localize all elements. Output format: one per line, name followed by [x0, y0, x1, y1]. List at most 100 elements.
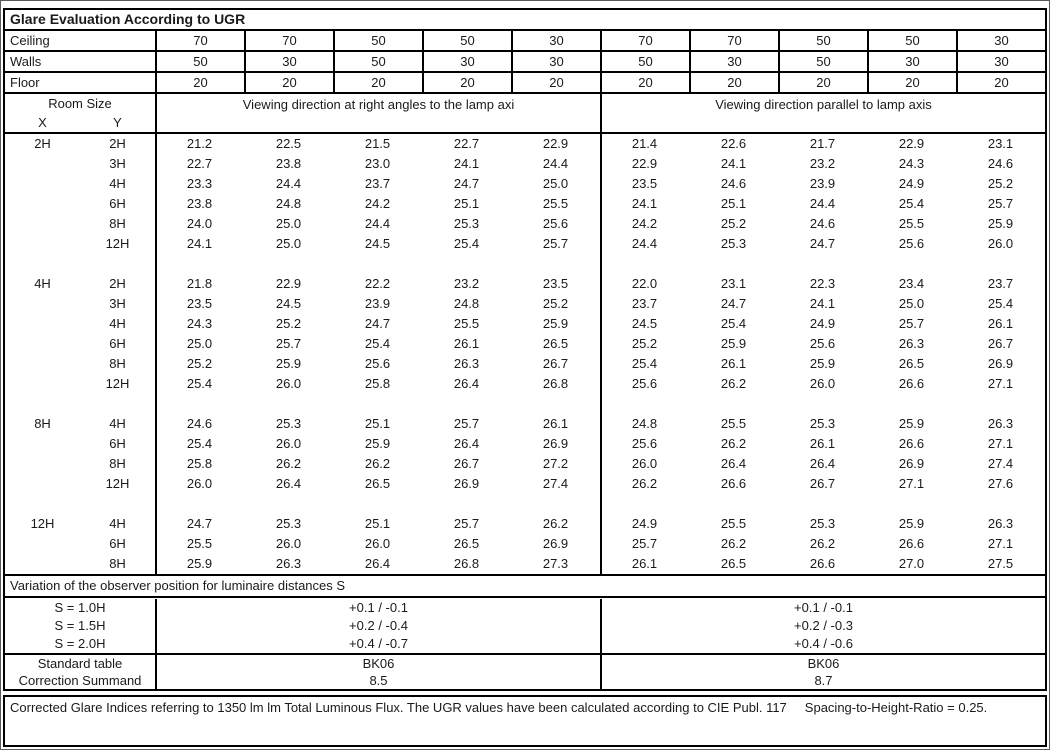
summary-row: Correction Summand 8.5 8.7 — [5, 672, 1045, 689]
ugr-value: 25.3 — [453, 216, 480, 231]
ugr-value: 26.9 — [542, 436, 569, 451]
ugr-value: 21.7 — [809, 136, 836, 151]
ugr-data-row: 3H 23.5 24.5 23.9 24.8 25.2 23.7 24.7 24.1 25.0 25… — [5, 294, 1045, 314]
ugr-value: 23.1 — [987, 136, 1014, 151]
ugr-value: 25.2 — [987, 176, 1014, 191]
reflectance-value: 20 — [956, 73, 1045, 92]
ugr-value: 24.1 — [720, 156, 747, 171]
ugr-value: 22.5 — [275, 136, 302, 151]
ugr-value: 27.1 — [987, 376, 1014, 391]
room-y-value: 6H — [109, 436, 126, 451]
reflectance-value: 70 — [155, 31, 244, 50]
reflectance-value: 30 — [511, 31, 600, 50]
ugr-value: 25.4 — [186, 436, 213, 451]
room-y-value: 8H — [109, 456, 126, 471]
ugr-value: 23.5 — [542, 276, 569, 291]
ugr-value: 23.2 — [809, 156, 836, 171]
ugr-data-row: 2H 2H 21.2 22.5 21.5 22.7 22.9 21.4 22.6 21.7 22.9… — [5, 134, 1045, 154]
ugr-value: 25.6 — [898, 236, 925, 251]
room-size-axes: X Y — [5, 114, 155, 131]
ugr-value: 27.4 — [542, 476, 569, 491]
ugr-value: 25.1 — [364, 416, 391, 431]
ugr-value: 24.7 — [364, 316, 391, 331]
ugr-value: 23.4 — [898, 276, 925, 291]
footer-text: Corrected Glare Indices referring to 135… — [10, 700, 787, 715]
viewing-direction-parallel-heading: Viewing direction parallel to lamp axis — [600, 94, 1045, 132]
room-y-value: 4H — [109, 416, 126, 431]
reflectance-value: 30 — [956, 31, 1045, 50]
ugr-value: 26.1 — [453, 336, 480, 351]
ugr-value: 26.1 — [987, 316, 1014, 331]
ugr-value: 25.7 — [631, 536, 658, 551]
variation-heading: Variation of the observer position for l… — [5, 574, 1045, 598]
ugr-value: 21.5 — [364, 136, 391, 151]
ugr-value: 25.4 — [898, 196, 925, 211]
ugr-value: 23.0 — [364, 156, 391, 171]
reflectance-value: 50 — [600, 52, 689, 71]
summary-value-left: 8.5 — [155, 672, 600, 689]
ugr-data-row: 4H 2H 21.8 22.9 22.2 23.2 23.5 22.0 23.1 22.3 23.4… — [5, 274, 1045, 294]
reflectance-value: 30 — [511, 52, 600, 71]
ugr-value: 26.8 — [542, 376, 569, 391]
summary-label: Correction Summand — [18, 673, 142, 688]
ugr-value: 22.6 — [720, 136, 747, 151]
ugr-value: 22.3 — [809, 276, 836, 291]
reflectance-label: Floor — [10, 75, 40, 90]
reflectance-value: 30 — [867, 52, 956, 71]
ugr-value: 26.9 — [453, 476, 480, 491]
ugr-value: 25.9 — [898, 516, 925, 531]
reflectance-value: 30 — [244, 52, 333, 71]
reflectance-value: 30 — [689, 52, 778, 71]
ugr-value: 24.7 — [809, 236, 836, 251]
ugr-value: 25.5 — [542, 196, 569, 211]
ugr-value: 25.8 — [186, 456, 213, 471]
ugr-data-row: 6H 25.0 25.7 25.4 26.1 26.5 25.2 25.9 25.6 26.3 26… — [5, 334, 1045, 354]
ugr-value: 24.8 — [631, 416, 658, 431]
ugr-value: 26.0 — [364, 536, 391, 551]
room-x-value: 12H — [30, 516, 55, 531]
room-size-label: Room Size — [48, 96, 112, 111]
ugr-value: 25.2 — [631, 336, 658, 351]
ugr-value: 24.4 — [542, 156, 569, 171]
ugr-data-row: 6H 25.4 26.0 25.9 26.4 26.9 25.6 26.2 26.1 26.6 27… — [5, 434, 1045, 454]
ugr-value: 26.5 — [898, 356, 925, 371]
ugr-value: 27.1 — [987, 536, 1014, 551]
ugr-value: 25.6 — [364, 356, 391, 371]
variation-value-left: +0.4 / -0.7 — [155, 635, 600, 653]
reflectance-value: 20 — [333, 73, 422, 92]
ugr-value: 25.9 — [987, 216, 1014, 231]
variation-row: S = 2.0H +0.4 / -0.7 +0.4 / -0.6 — [5, 635, 1045, 653]
ugr-value: 26.6 — [898, 436, 925, 451]
table-header-row: Room Size X Y Viewing direction at right… — [5, 94, 1045, 134]
ugr-value: 25.4 — [453, 236, 480, 251]
ugr-value: 25.2 — [275, 316, 302, 331]
room-x-value — [5, 374, 80, 394]
ugr-value: 21.2 — [186, 136, 213, 151]
ugr-value: 23.7 — [364, 176, 391, 191]
room-y-value: 6H — [109, 536, 126, 551]
ugr-value: 26.2 — [720, 436, 747, 451]
ugr-value: 25.1 — [720, 196, 747, 211]
ugr-value: 26.6 — [720, 476, 747, 491]
ugr-value: 23.9 — [364, 296, 391, 311]
room-y-value: 6H — [109, 336, 126, 351]
variation-row: S = 1.0H +0.1 / -0.1 +0.1 / -0.1 — [5, 599, 1045, 617]
room-y-value: 4H — [109, 316, 126, 331]
ugr-value: 25.9 — [364, 436, 391, 451]
ugr-value: 25.9 — [275, 356, 302, 371]
room-x-value — [5, 214, 80, 234]
reflectance-value: 20 — [422, 73, 511, 92]
ugr-value: 25.7 — [898, 316, 925, 331]
ugr-value: 23.5 — [631, 176, 658, 191]
reflectance-value: 50 — [333, 31, 422, 50]
ugr-value: 25.4 — [364, 336, 391, 351]
room-x-value — [5, 534, 80, 554]
ugr-value: 26.1 — [809, 436, 836, 451]
ugr-value: 24.7 — [186, 516, 213, 531]
ugr-value: 25.7 — [275, 336, 302, 351]
ugr-value: 22.9 — [275, 276, 302, 291]
reflectance-value: 70 — [689, 31, 778, 50]
ugr-value: 26.0 — [809, 376, 836, 391]
ugr-value: 25.5 — [720, 416, 747, 431]
